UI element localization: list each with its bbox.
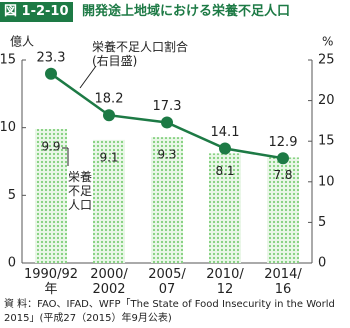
- bar-value-label: 9.3: [157, 148, 176, 162]
- y2-tick-label: 5: [318, 215, 326, 230]
- line-value-label: 17.3: [153, 99, 182, 114]
- bar-value-label: 7.8: [273, 168, 292, 182]
- y2-tick-label: 20: [318, 93, 335, 108]
- x-tick-label: 1990/92年: [23, 267, 78, 297]
- bar-value-label: 9.9: [41, 140, 60, 154]
- bar: [35, 129, 67, 263]
- y-tick-label: 10: [0, 120, 16, 135]
- x-tick-label: 2014/ 16: [264, 267, 302, 297]
- y-axis-label: 億人: [10, 35, 34, 49]
- y2-axis-label: %: [322, 35, 333, 49]
- y2-tick-label: 0: [318, 256, 326, 271]
- bar: [267, 157, 299, 263]
- y-tick-label: 15: [0, 53, 16, 68]
- y-tick-label: 5: [8, 188, 16, 203]
- figure-label: 図 1-2-10: [0, 2, 73, 22]
- line-value-label: 18.2: [95, 92, 124, 107]
- line-legend: 栄養不足人口割合 (右目盛): [92, 40, 189, 68]
- line-value-label: 14.1: [211, 125, 240, 140]
- line-value-label: 12.9: [269, 135, 298, 150]
- y2-tick-label: 15: [318, 134, 335, 149]
- y2-tick-label: 10: [318, 174, 335, 189]
- bar: [209, 153, 241, 263]
- bar-value-label: 8.1: [215, 164, 234, 178]
- y2-tick-label: 25: [318, 53, 335, 68]
- line-marker: [277, 152, 289, 165]
- bar-value-label: 9.1: [99, 150, 118, 164]
- chart-title: 開発途上地域における栄養不足人口: [82, 4, 291, 19]
- y-tick-label: 0: [8, 256, 16, 271]
- bar: [93, 139, 125, 263]
- line-value-label: 23.3: [37, 50, 66, 65]
- x-tick-label: 2000/ 2002: [90, 267, 128, 297]
- bar-legend: 栄養 不足 人口: [67, 170, 92, 212]
- x-tick-label: 2010/ 12: [206, 267, 244, 297]
- source: 資 料：FAO、IFAD、WFP「The State of Food Insec…: [4, 299, 335, 324]
- bar: [151, 137, 183, 263]
- line-marker: [161, 116, 173, 129]
- x-tick-label: 2005/ 07: [148, 267, 186, 297]
- legend-leader: [79, 65, 97, 89]
- line-marker: [219, 142, 231, 155]
- line-marker: [103, 109, 115, 122]
- line-marker: [45, 67, 57, 80]
